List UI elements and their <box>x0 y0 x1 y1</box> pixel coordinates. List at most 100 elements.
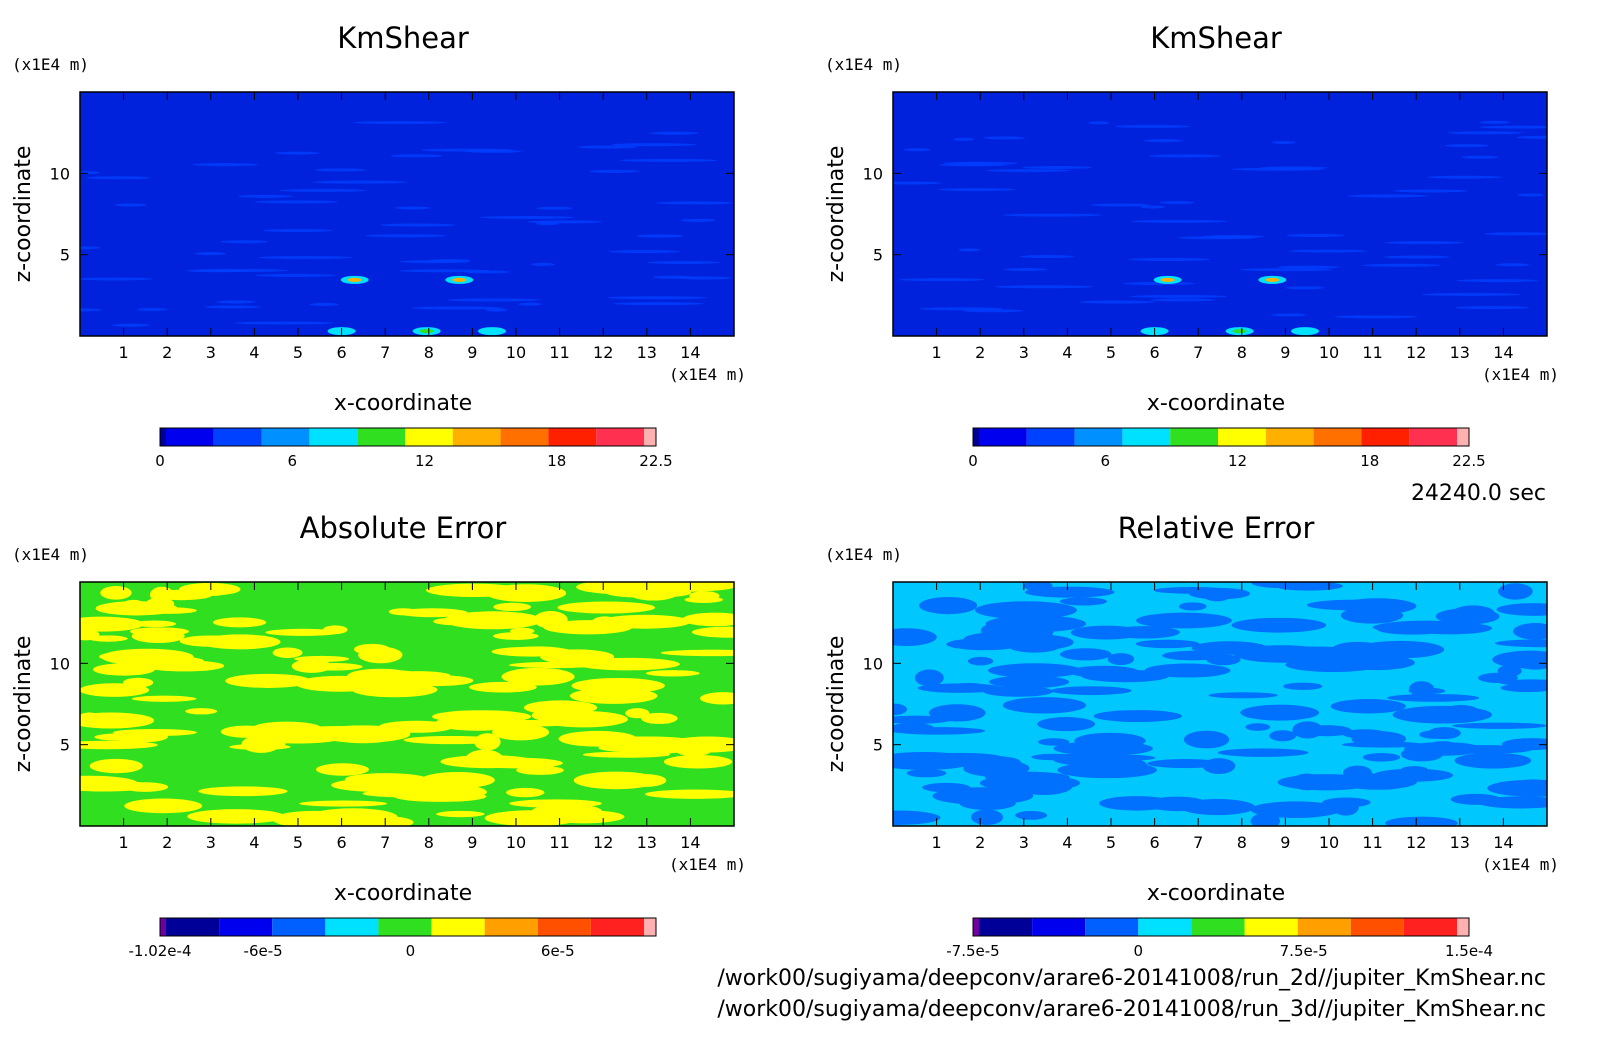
colorbar-frame <box>972 917 1470 937</box>
field-blob <box>1492 650 1547 669</box>
field-blob <box>1497 583 1533 600</box>
field-blob <box>199 634 281 650</box>
field-blob <box>1401 766 1428 774</box>
field-streak <box>80 246 101 250</box>
colorbar-frame <box>159 917 657 937</box>
field-blob <box>682 612 734 627</box>
colorbar-label: 18 <box>1360 452 1379 470</box>
field-blob <box>1356 640 1445 659</box>
colorbar-swatch <box>378 918 432 936</box>
colorbar-swatch <box>166 918 220 936</box>
colorbar-label: 6 <box>287 452 297 470</box>
field-streak <box>611 143 697 147</box>
field-blob <box>1162 650 1225 661</box>
colorbar-label: 7.5e-5 <box>1280 942 1328 960</box>
field-blob <box>93 663 155 676</box>
time-label: 24240.0 sec <box>1411 481 1546 506</box>
field-streak <box>636 234 685 238</box>
colorbar-swatch <box>272 918 326 936</box>
field-streak <box>254 200 339 204</box>
field-blob <box>1183 730 1230 749</box>
colorbar-swatch <box>431 918 485 936</box>
field-blob <box>509 627 535 635</box>
field-blob <box>1442 705 1480 719</box>
x-tick-label: 1 <box>932 343 942 362</box>
colorbar-swatch <box>537 918 591 936</box>
colorbar-swatch <box>1032 918 1086 936</box>
y-tick-label: 10 <box>863 164 883 183</box>
field-blob <box>220 725 273 738</box>
colorbar-swatch <box>1265 428 1314 446</box>
field-blob <box>919 596 978 615</box>
field-streak <box>1115 124 1191 128</box>
field-blob <box>80 740 158 750</box>
field-blob <box>1093 710 1182 723</box>
field-blob <box>187 809 286 824</box>
colorbar-swatch <box>644 428 656 446</box>
colorbar-swatch <box>1191 918 1245 936</box>
field-blob <box>492 632 539 640</box>
field-blob <box>501 667 575 686</box>
x-tick-label: 1 <box>119 343 129 362</box>
field-streak <box>1480 120 1511 124</box>
colorbar-swatch <box>1403 918 1457 936</box>
field-blob <box>120 599 147 613</box>
field-blob <box>1291 773 1323 791</box>
field-blob <box>1292 721 1323 739</box>
field-blob <box>1057 762 1157 779</box>
field-streak <box>1286 233 1346 237</box>
y-tick-label: 5 <box>60 736 70 755</box>
field-blob <box>1015 810 1048 820</box>
field-streak <box>309 302 340 306</box>
field-pattern <box>80 582 734 826</box>
field-blob <box>1059 648 1112 661</box>
field-streak <box>983 136 1026 140</box>
x-unit-label: (x1E4 m) <box>669 365 746 384</box>
colorbar-swatch <box>1457 428 1469 446</box>
field-blob <box>539 711 628 728</box>
x-tick-label: 4 <box>249 833 259 852</box>
field-blob <box>472 757 563 769</box>
field-blob <box>893 628 937 647</box>
field-streak <box>275 151 320 155</box>
field-blob <box>558 730 637 747</box>
colorbar-swatch <box>1138 918 1192 936</box>
colorbar-frame <box>159 427 657 447</box>
field-streak <box>903 148 931 152</box>
field-blob <box>645 670 700 677</box>
field-spot-core <box>419 329 434 334</box>
field-blob <box>1392 705 1493 724</box>
field-blob <box>1202 758 1236 774</box>
field-streak <box>480 215 575 219</box>
field-blob <box>1068 665 1140 678</box>
field-blob <box>1495 639 1547 648</box>
field-streak <box>1461 155 1499 159</box>
colorbar-label: 18 <box>547 452 566 470</box>
x-tick-label: 1 <box>119 833 129 852</box>
field-streak <box>1276 265 1340 269</box>
x-tick-label: 11 <box>549 343 569 362</box>
field-blob <box>630 588 677 601</box>
field-streak <box>994 285 1093 289</box>
field-blob <box>80 712 102 725</box>
field-blob <box>919 727 966 734</box>
field-blob <box>1107 653 1135 666</box>
field-blob <box>625 774 667 787</box>
panel-title: Relative Error <box>1118 511 1315 545</box>
field-blob <box>131 695 197 702</box>
colorbar-swatch <box>484 918 538 936</box>
field-streak <box>577 145 639 149</box>
field-blob <box>932 787 1034 805</box>
x-unit-label: (x1E4 m) <box>1482 365 1559 384</box>
field-blob <box>1408 681 1435 697</box>
field-blob <box>989 675 1070 689</box>
field-streak <box>919 307 1004 311</box>
field-blob <box>1050 686 1132 696</box>
field-blob <box>906 769 947 778</box>
field-streak <box>112 323 150 327</box>
x-tick-label: 8 <box>1237 833 1247 852</box>
field-streak <box>463 270 510 274</box>
colorbar-swatch <box>1122 428 1171 446</box>
field-streak <box>1362 263 1441 267</box>
